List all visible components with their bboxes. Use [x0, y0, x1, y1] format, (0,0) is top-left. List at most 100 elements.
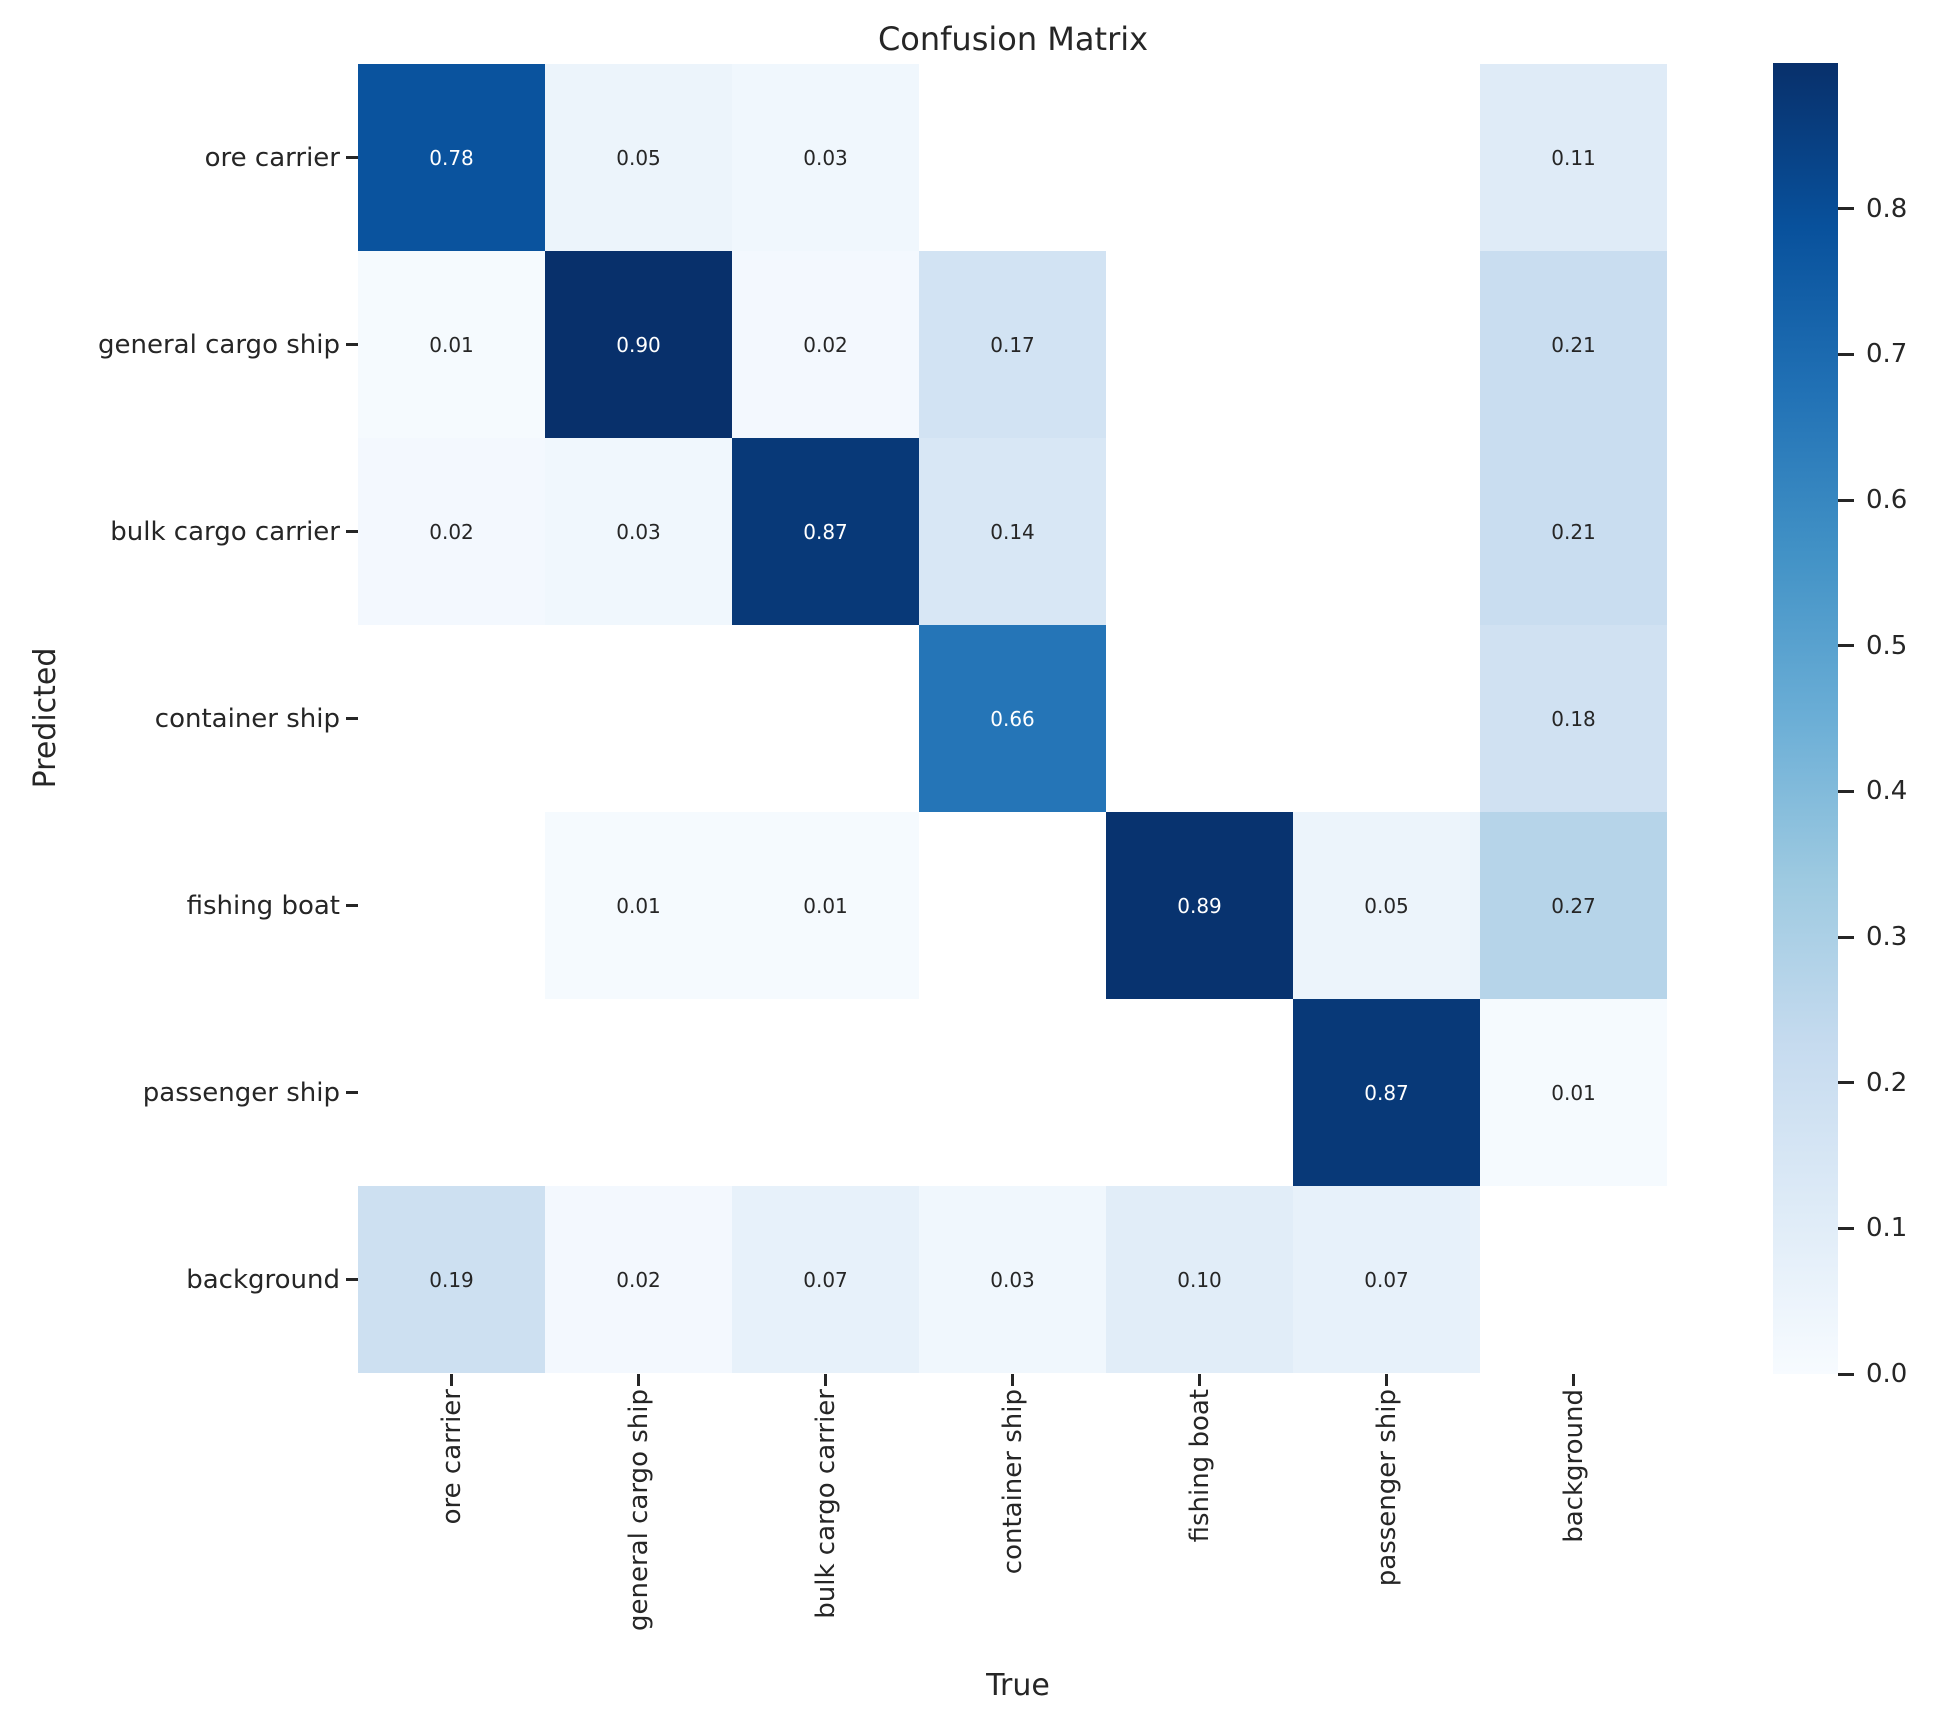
y-tick-mark — [346, 904, 358, 907]
colorbar-tick-label: 0.4 — [1866, 776, 1908, 807]
heatmap-cell: 0.05 — [545, 64, 732, 251]
colorbar-tick-mark — [1838, 498, 1854, 502]
heatmap-cell: 0.18 — [1480, 625, 1667, 812]
colorbar-tick-mark — [1838, 644, 1854, 648]
heatmap-cell — [545, 999, 732, 1186]
heatmap-cell — [1293, 625, 1480, 812]
heatmap-cell — [1480, 1186, 1667, 1373]
heatmap-cell: 0.07 — [1293, 1186, 1480, 1373]
colorbar-tick-label: 0.2 — [1866, 1067, 1908, 1098]
y-tick-mark — [346, 1278, 358, 1281]
colorbar-tick-label: 0.8 — [1866, 193, 1908, 224]
y-tick-label: passenger ship — [142, 1077, 340, 1108]
heatmap-cell — [732, 625, 919, 812]
heatmap-cell — [1106, 64, 1293, 251]
heatmap-cell — [358, 625, 545, 812]
colorbar-tick-label: 0.6 — [1866, 485, 1908, 515]
x-tick-label: background — [1558, 1389, 1589, 1543]
colorbar-tick-mark — [1838, 1372, 1854, 1376]
heatmap-cell: 0.01 — [1480, 999, 1667, 1186]
heatmap-cell: 0.90 — [545, 251, 732, 438]
heatmap-cell: 0.89 — [1106, 812, 1293, 999]
colorbar-tick-mark — [1838, 207, 1854, 211]
x-tick-mark — [1572, 1374, 1575, 1386]
colorbar-tick-label: 0.5 — [1866, 630, 1908, 661]
y-tick-label: ore carrier — [204, 142, 340, 173]
x-tick-mark — [1385, 1374, 1388, 1386]
x-tick-label: passenger ship — [1371, 1389, 1402, 1587]
heatmap-cell: 0.21 — [1480, 438, 1667, 625]
heatmap-cell — [1293, 251, 1480, 438]
heatmap-cell: 0.17 — [919, 251, 1106, 438]
x-tick-label: container ship — [997, 1389, 1028, 1575]
x-tick-label: bulk cargo carrier — [810, 1389, 841, 1619]
heatmap-cell: 0.87 — [1293, 999, 1480, 1186]
heatmap-cell: 0.02 — [545, 1186, 732, 1373]
heatmap-cell: 0.66 — [919, 625, 1106, 812]
y-tick-label: fishing boat — [186, 890, 340, 921]
heatmap-cell: 0.03 — [545, 438, 732, 625]
colorbar-tick-mark — [1838, 352, 1854, 356]
heatmap-cell: 0.11 — [1480, 64, 1667, 251]
heatmap-cell — [1106, 999, 1293, 1186]
colorbar-tick-label: 0.1 — [1866, 1213, 1908, 1244]
colorbar-tick-label: 0.7 — [1866, 339, 1908, 370]
heatmap-cell — [1106, 438, 1293, 625]
y-tick-label: general cargo ship — [98, 329, 340, 360]
heatmap-cell — [919, 812, 1106, 999]
colorbar-tick-mark — [1838, 1226, 1854, 1230]
heatmap-cell: 0.07 — [732, 1186, 919, 1373]
y-tick-mark — [346, 156, 358, 159]
heatmap-cell: 0.19 — [358, 1186, 545, 1373]
colorbar-tick-label: 0.0 — [1866, 1359, 1908, 1389]
colorbar-tick-mark — [1838, 1081, 1854, 1085]
y-tick-mark — [346, 343, 358, 346]
colorbar-tick-mark — [1838, 789, 1854, 793]
heatmap-cell: 0.02 — [732, 251, 919, 438]
heatmap-cell: 0.03 — [919, 1186, 1106, 1373]
x-tick-mark — [450, 1374, 453, 1386]
x-tick-mark — [1011, 1374, 1014, 1386]
x-tick-label: ore carrier — [436, 1389, 467, 1525]
heatmap-cell: 0.78 — [358, 64, 545, 251]
heatmap-cell: 0.27 — [1480, 812, 1667, 999]
heatmap-cell — [732, 999, 919, 1186]
heatmap-cell: 0.01 — [358, 251, 545, 438]
x-tick-mark — [1198, 1374, 1201, 1386]
heatmap-cell: 0.21 — [1480, 251, 1667, 438]
heatmap-cell — [1293, 64, 1480, 251]
x-tick-label: general cargo ship — [623, 1389, 654, 1631]
x-tick-mark — [637, 1374, 640, 1386]
heatmap-cell — [1106, 251, 1293, 438]
colorbar-tick-mark — [1838, 935, 1854, 939]
heatmap-cell — [919, 999, 1106, 1186]
heatmap-cell: 0.02 — [358, 438, 545, 625]
colorbar — [1773, 63, 1838, 1374]
heatmap-cell — [358, 812, 545, 999]
heatmap-cell — [1293, 438, 1480, 625]
y-tick-label: bulk cargo carrier — [110, 516, 340, 547]
colorbar-gradient — [1773, 63, 1838, 1374]
heatmap-cell: 0.01 — [732, 812, 919, 999]
y-tick-mark — [346, 1091, 358, 1094]
y-tick-label: background — [186, 1264, 340, 1295]
heatmap-cell: 0.10 — [1106, 1186, 1293, 1373]
x-tick-mark — [824, 1374, 827, 1386]
heatmap-cell: 0.05 — [1293, 812, 1480, 999]
heatmap-cell — [358, 999, 545, 1186]
y-tick-mark — [346, 530, 358, 533]
colorbar-tick-label: 0.3 — [1866, 922, 1908, 952]
heatmap-cell — [919, 64, 1106, 251]
x-tick-label: fishing boat — [1184, 1389, 1215, 1543]
heatmap-cell: 0.14 — [919, 438, 1106, 625]
heatmap-cell: 0.03 — [732, 64, 919, 251]
heatmap-cell — [1106, 625, 1293, 812]
heatmap-cell: 0.87 — [732, 438, 919, 625]
x-axis-label: True — [986, 1668, 1050, 1703]
y-tick-mark — [346, 717, 358, 720]
y-tick-label: container ship — [154, 703, 340, 734]
chart-title: Confusion Matrix — [877, 20, 1149, 58]
heatmap-cell — [545, 625, 732, 812]
heatmap-cell: 0.01 — [545, 812, 732, 999]
